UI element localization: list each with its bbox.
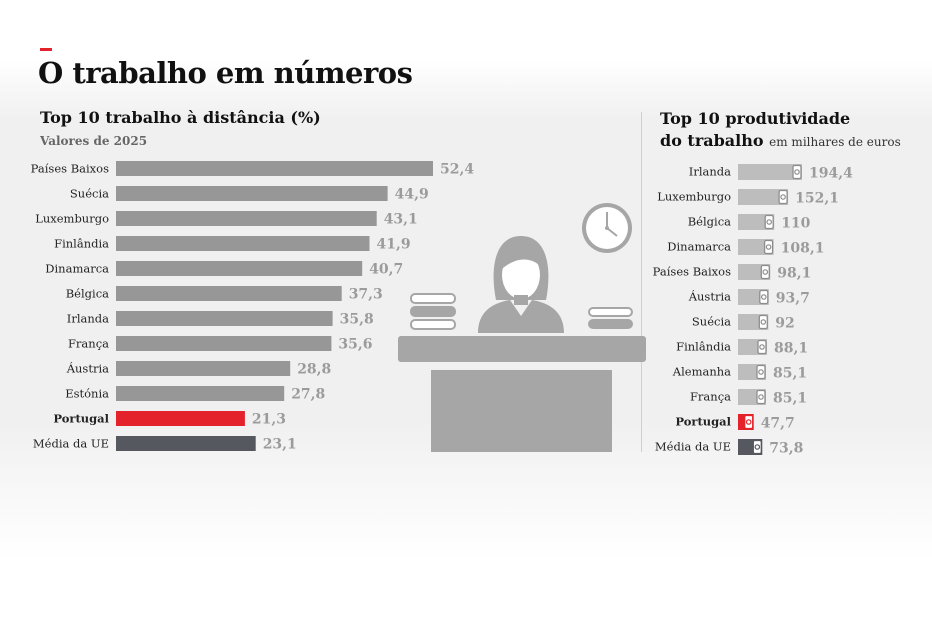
bar-portugal [738, 414, 754, 430]
paper-stack-icon [588, 307, 633, 329]
value-label-luxemburgo: 152,1 [795, 191, 839, 207]
category-label-suecia: Suécia [70, 187, 109, 201]
person-icon [478, 236, 564, 333]
bar-portugal [116, 411, 245, 426]
value-label-media-da-ue: 23,1 [263, 437, 297, 453]
value-label-alemanha: 85,1 [773, 366, 807, 382]
category-label-irlanda: Irlanda [689, 165, 731, 179]
value-label-irlanda: 35,8 [340, 312, 374, 328]
clock-icon [582, 203, 632, 253]
bar-alemanha [738, 364, 766, 380]
right-chart-unit: em milhares de euros [769, 135, 901, 149]
category-label-franca: França [690, 390, 731, 404]
value-label-irlanda: 194,4 [809, 166, 853, 182]
right-chart-title: Top 10 produtividade do trabalho em milh… [660, 108, 901, 153]
bar-suecia [738, 314, 769, 330]
value-label-suecia: 44,9 [395, 187, 429, 203]
bar-estonia [116, 386, 285, 401]
left-chart-subtitle: Valores de 2025 [40, 134, 148, 148]
bar-austria [116, 361, 291, 376]
bar-suecia [116, 186, 388, 201]
bar-media-da-ue [738, 439, 763, 455]
value-label-suecia: 92 [775, 316, 794, 332]
value-label-dinamarca: 40,7 [369, 262, 403, 278]
bar-luxemburgo [738, 189, 789, 205]
category-label-luxemburgo: Luxemburgo [657, 190, 731, 204]
category-label-alemanha: Alemanha [672, 365, 731, 379]
page-title: O trabalho em números [38, 56, 413, 90]
bar-dinamarca [116, 261, 363, 276]
bar-paises-baixos [116, 161, 433, 176]
value-label-finlandia: 88,1 [774, 341, 808, 357]
value-label-finlandia: 41,9 [377, 237, 411, 253]
category-label-portugal: Portugal [675, 415, 731, 429]
desk-icon [398, 336, 646, 452]
category-label-finlandia: Finlândia [54, 237, 109, 251]
paper-stack-icon [410, 293, 456, 330]
right-chart-title-line2: do trabalho [660, 131, 764, 150]
title-accent-bar [40, 48, 52, 51]
value-label-austria: 93,7 [776, 291, 810, 307]
category-label-austria: Áustria [688, 290, 731, 304]
category-label-finlandia: Finlândia [676, 340, 731, 354]
category-label-belgica: Bélgica [688, 215, 731, 229]
bar-irlanda [116, 311, 333, 326]
bar-franca [738, 389, 766, 405]
bar-paises-baixos [738, 264, 771, 280]
bar-dinamarca [738, 239, 774, 255]
value-label-austria: 28,8 [297, 362, 331, 378]
value-label-luxemburgo: 43,1 [384, 212, 418, 228]
right-chart-title-line1: Top 10 produtividade [660, 109, 851, 128]
category-label-franca: França [68, 337, 109, 351]
bar-finlandia [116, 236, 370, 251]
category-label-paises-baixos: Países Baixos [31, 162, 109, 176]
value-label-belgica: 110 [781, 216, 810, 232]
remote-work-chart: Países Baixos 52,4 Suécia 44,9 Luxemburgo 43,… [31, 161, 474, 453]
bar-belgica [116, 286, 342, 301]
bar-luxemburgo [116, 211, 377, 226]
chart-divider [641, 112, 642, 452]
category-label-estonia: Estónia [65, 387, 109, 401]
category-label-suecia: Suécia [692, 315, 731, 329]
category-label-dinamarca: Dinamarca [45, 262, 109, 276]
value-label-portugal: 21,3 [252, 412, 286, 428]
value-label-portugal: 47,7 [761, 416, 795, 432]
value-label-paises-baixos: 98,1 [777, 266, 811, 282]
bar-media-da-ue [116, 436, 256, 451]
category-label-luxemburgo: Luxemburgo [35, 212, 109, 226]
bar-finlandia [738, 339, 767, 355]
value-label-franca: 85,1 [773, 391, 807, 407]
category-label-austria: Áustria [66, 362, 109, 376]
category-label-media-da-ue: Média da UE [33, 437, 109, 451]
value-label-dinamarca: 108,1 [781, 241, 825, 257]
category-label-media-da-ue: Média da UE [655, 440, 731, 454]
category-label-portugal: Portugal [53, 412, 109, 426]
value-label-estonia: 27,8 [291, 387, 325, 403]
category-label-paises-baixos: Países Baixos [653, 265, 731, 279]
category-label-irlanda: Irlanda [67, 312, 109, 326]
bar-irlanda [738, 164, 802, 180]
value-label-paises-baixos: 52,4 [440, 162, 474, 178]
value-label-belgica: 37,3 [349, 287, 383, 303]
bar-austria [738, 289, 769, 305]
value-label-franca: 35,6 [338, 337, 372, 353]
value-label-media-da-ue: 73,8 [769, 441, 803, 457]
bar-belgica [738, 214, 775, 230]
category-label-dinamarca: Dinamarca [667, 240, 731, 254]
left-chart-title: Top 10 trabalho à distância (%) [40, 108, 321, 127]
bar-franca [116, 336, 332, 351]
category-label-belgica: Bélgica [66, 287, 109, 301]
